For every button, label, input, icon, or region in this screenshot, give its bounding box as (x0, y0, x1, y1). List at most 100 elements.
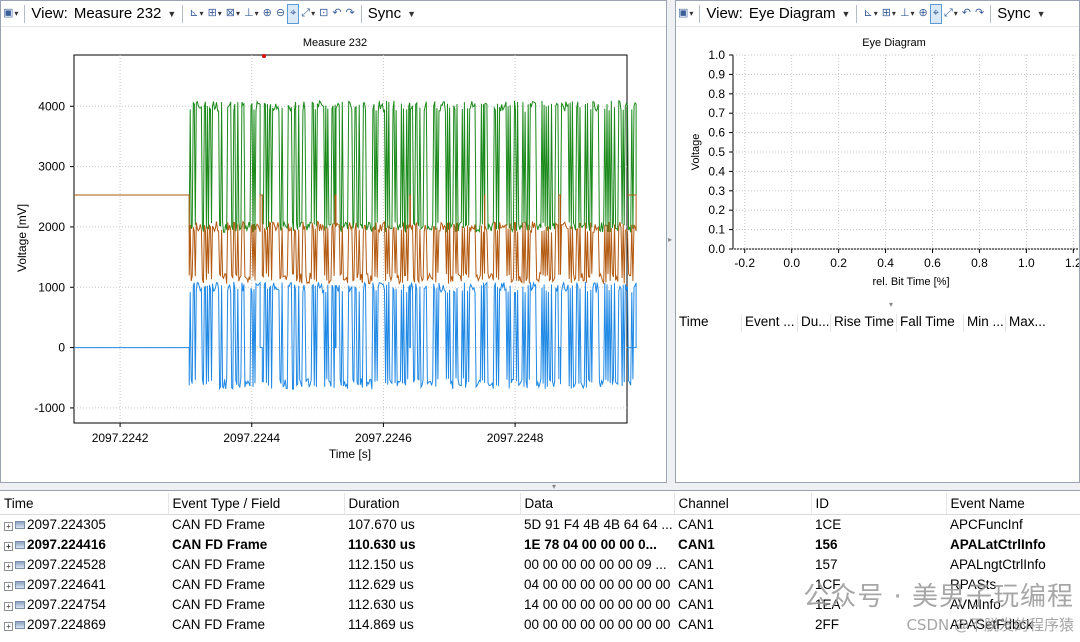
column-header-id[interactable]: ID (810, 493, 946, 515)
measure-toolbar: ▣ ▾ View: Measure 232 ▼ ⊾ ▾ ⊞ ▾ ⊠ ▾ ⊥ ▾ ⊕ ⊖ ⌖ … (1, 1, 666, 27)
x-tick-label: -0.2 (734, 256, 755, 270)
measure-cursor-icon[interactable]: ⌖ (929, 3, 942, 24)
cell-event-name: AVMInfo (946, 594, 1080, 614)
y-axis-label: Voltage (690, 134, 702, 171)
vertical-splitter[interactable]: ▸ (667, 0, 675, 483)
cell-id-text: 1CF (815, 576, 841, 592)
cell-data-text: 14 00 00 00 00 00 00 00 (524, 596, 671, 612)
expand-icon[interactable]: + (4, 541, 13, 551)
eye-plot[interactable]: Eye Diagram rel. Bit Time [%] Voltage 1.… (676, 27, 1079, 297)
column-header-channel[interactable]: Channel (673, 493, 811, 515)
measure-plot[interactable]: Measure 232 Time [s] Voltage [mV] 4000 30… (1, 27, 666, 482)
sync-button[interactable]: Sync ▼ (995, 5, 1047, 22)
column-header-event-name[interactable]: Event Name (945, 493, 1080, 515)
redo-icon[interactable]: ↷ (345, 7, 355, 19)
column-header-event-type[interactable]: Event Type / Field (167, 493, 344, 515)
cell-duration: 112.630 us (344, 594, 520, 614)
y-tick-label: 0.1 (708, 223, 725, 237)
measure-cursor-icon[interactable]: ⌖ (287, 3, 300, 24)
column-header-max[interactable]: Max... (1005, 314, 1046, 332)
axis-icon[interactable]: ⊾ ▾ (863, 7, 878, 19)
cell-event-name-text: APCFuncInf (950, 516, 1023, 532)
cell-id-text: 2FF (815, 616, 840, 632)
cell-event-type: CAN FD Frame (168, 614, 344, 634)
cell-time: +2097.224869 (0, 614, 168, 634)
column-header-time[interactable]: Time (0, 493, 168, 515)
sync-button[interactable]: Sync ▼ (366, 5, 418, 22)
chart-options-icon[interactable]: ⊞ ▾ (881, 7, 896, 19)
table-header-row: Time Event Type / Field Duration Data Ch… (0, 493, 1080, 515)
toolbar-separator (990, 4, 992, 23)
x-tick-label: 2097.2248 (487, 431, 544, 445)
cell-duration: 114.869 us (344, 614, 520, 634)
table-row[interactable]: +2097.224869 CAN FD Frame 114.869 us 00 00 … (0, 614, 1080, 634)
marker-icon[interactable]: ⊥ ▾ (244, 7, 259, 19)
horizontal-splitter[interactable]: ▾ (0, 483, 1080, 491)
cell-event-name-text: APALatCtrlInfo (950, 536, 1046, 552)
scale-icon[interactable]: ⊡ (319, 7, 329, 19)
plot-frame (73, 54, 628, 424)
y-tick-label: 0.8 (708, 87, 725, 101)
column-header-rise-time[interactable]: Rise Time (830, 314, 894, 332)
view-layout-icon[interactable]: ▣ ▾ (3, 7, 19, 19)
chevron-down-icon: ▼ (167, 8, 177, 19)
splitter-grip-icon: ▾ (889, 300, 894, 309)
zoom-in-icon[interactable]: ⊕ (262, 7, 272, 19)
chevron-down-icon: ▼ (1036, 8, 1046, 19)
column-header-duration[interactable]: Du... (797, 314, 830, 332)
cell-channel-text: CAN1 (678, 536, 715, 552)
column-header-fall-time[interactable]: Fall Time (896, 314, 955, 332)
expand-icon[interactable]: + (4, 621, 13, 631)
cell-event-type: CAN FD Frame (168, 554, 344, 574)
cell-data: 04 00 00 00 00 00 00 00 (520, 574, 674, 594)
cell-data-text: 1E 78 04 00 00 00 0... (524, 536, 657, 552)
view-selector[interactable]: Eye Diagram ▼ (747, 5, 853, 22)
expand-icon[interactable]: + (4, 581, 13, 591)
expand-icon[interactable]: + (4, 521, 13, 531)
frame-icon (15, 560, 25, 569)
cell-event-name: RPASts (946, 574, 1080, 594)
x-tick-label: 0.8 (971, 256, 988, 270)
redo-icon[interactable]: ↷ (975, 7, 985, 19)
cell-event-type-text: CAN FD Frame (172, 616, 266, 632)
chart-options-icon[interactable]: ⊞ ▾ (207, 7, 222, 19)
sync-label: Sync (997, 5, 1031, 22)
cell-id: 2FF (811, 614, 946, 634)
y-tick-label: 4000 (38, 99, 65, 113)
view-selector[interactable]: Measure 232 ▼ (72, 5, 178, 22)
table-row[interactable]: +2097.224754 CAN FD Frame 112.630 us 14 00 … (0, 594, 1080, 614)
cell-duration-text: 107.670 us (348, 516, 415, 532)
column-header-min[interactable]: Min ... (963, 314, 1004, 332)
column-header-duration[interactable]: Duration (343, 493, 520, 515)
measure-view-pane: ▣ ▾ View: Measure 232 ▼ ⊾ ▾ ⊞ ▾ ⊠ ▾ ⊥ ▾ ⊕ ⊖ ⌖ … (0, 0, 667, 483)
signal-icon[interactable]: ⊠ ▾ (225, 7, 241, 19)
cell-data: 1E 78 04 00 00 00 0... (520, 534, 674, 554)
expand-icon[interactable]: + (4, 601, 13, 611)
marker-icon[interactable]: ⊥ ▾ (899, 7, 915, 19)
cell-id-text: 157 (815, 556, 838, 572)
cell-duration-text: 112.629 us (348, 576, 414, 592)
undo-icon[interactable]: ↶ (961, 7, 972, 19)
fit-icon[interactable]: ⤢ ▾ (943, 7, 958, 19)
view-layout-icon[interactable]: ▣ ▾ (678, 7, 694, 19)
plot-grid (732, 54, 1078, 250)
zoom-in-icon[interactable]: ⊕ (918, 7, 928, 19)
column-header-data[interactable]: Data (519, 493, 674, 515)
column-header-time[interactable]: Time (679, 314, 709, 329)
axis-icon[interactable]: ⊾ ▾ (189, 7, 204, 19)
toolbar-separator (24, 4, 26, 23)
table-row[interactable]: +2097.224416 CAN FD Frame 110.630 us 1E 78 … (0, 534, 1080, 554)
frame-icon (15, 520, 25, 529)
frame-icon (15, 600, 25, 609)
table-row[interactable]: +2097.224305 CAN FD Frame 107.670 us 5D 91 … (0, 514, 1080, 534)
undo-icon[interactable]: ↶ (332, 7, 342, 19)
cell-event-name: APALngtCtrlInfo (946, 554, 1080, 574)
table-row[interactable]: +2097.224641 CAN FD Frame 112.629 us 04 00 … (0, 574, 1080, 594)
table-row[interactable]: +2097.224528 CAN FD Frame 112.150 us 00 00 … (0, 554, 1080, 574)
zoom-out-icon[interactable]: ⊖ (275, 7, 286, 19)
cell-channel: CAN1 (674, 614, 811, 634)
fit-icon[interactable]: ⤢ ▾ (301, 7, 316, 19)
column-header-event[interactable]: Event ... (741, 314, 795, 332)
expand-icon[interactable]: + (4, 561, 13, 571)
x-tick-label: 1.0 (1018, 256, 1035, 270)
